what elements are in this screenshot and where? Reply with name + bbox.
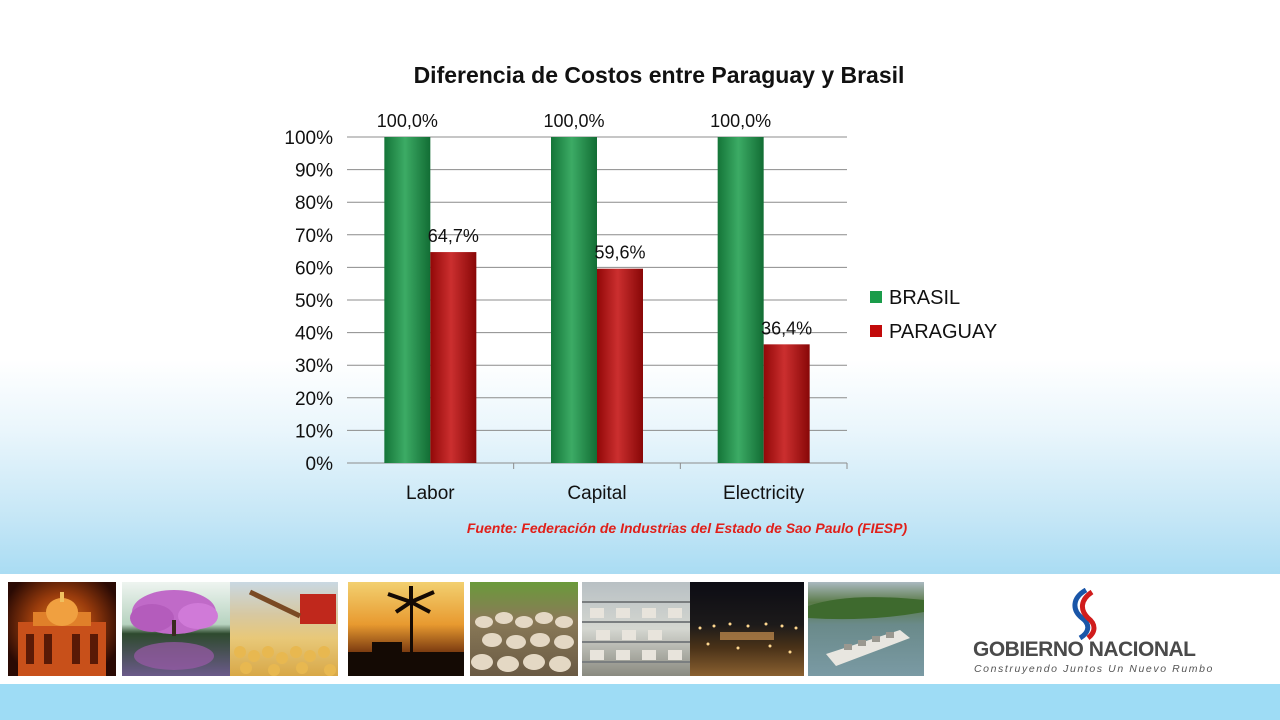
bar-paraguay: [597, 268, 643, 463]
y-tick-label: 80%: [295, 193, 333, 214]
data-label: 100,0%: [543, 111, 604, 131]
photo-river-barge: [808, 582, 924, 676]
logo-tagline: Construyendo Juntos Un Nuevo Rumbo: [974, 663, 1215, 675]
y-tick-label: 20%: [295, 389, 333, 410]
legend-label-paraguay: PARAGUAY: [889, 321, 997, 343]
photo-factory-floor: [582, 582, 690, 676]
x-tick-label: Labor: [406, 483, 455, 504]
y-tick-label: 50%: [295, 291, 333, 312]
y-tick-label: 40%: [295, 324, 333, 345]
x-tick-label: Capital: [567, 483, 626, 504]
bar-paraguay: [430, 252, 477, 463]
x-tick-label: Electricity: [723, 483, 805, 504]
y-tick-label: 100%: [284, 128, 333, 149]
photo-palm-sunset: [348, 582, 464, 676]
source-note: Fuente: Federación de Industrias del Est…: [467, 520, 908, 536]
bar-brasil: [717, 137, 764, 463]
flag-ribbon-icon: [1072, 588, 1097, 640]
bar-brasil: [551, 137, 597, 463]
legend-swatch-paraguay: [870, 325, 882, 337]
data-label: 36,4%: [761, 318, 812, 338]
gobierno-nacional-logo: GOBIERNO NACIONAL Construyendo Juntos Un…: [968, 588, 1218, 675]
photo-soybeans-harvest: [230, 582, 338, 676]
y-tick-label: 10%: [295, 421, 333, 442]
bar-paraguay: [763, 344, 810, 463]
bar-brasil: [384, 137, 431, 463]
legend-swatch-brasil: [870, 291, 882, 303]
y-tick-label: 90%: [295, 161, 333, 182]
photo-palace: [8, 582, 116, 676]
data-label: 59,6%: [594, 243, 645, 263]
photo-strip: GOBIERNO NACIONAL Construyendo Juntos Un…: [0, 574, 1280, 684]
photo-lapacho-tree: [122, 582, 230, 676]
data-label: 100,0%: [710, 111, 771, 131]
y-tick-label: 30%: [295, 356, 333, 377]
y-tick-label: 60%: [295, 258, 333, 279]
bottom-band: [0, 684, 1280, 720]
y-tick-label: 70%: [295, 226, 333, 247]
data-label: 64,7%: [428, 226, 479, 246]
photo-cattle-herd: [470, 582, 578, 676]
chart-title: Diferencia de Costos entre Paraguay y Br…: [414, 62, 905, 88]
y-tick-label: 0%: [306, 454, 334, 475]
bar-chart: Diferencia de Costos entre Paraguay y Br…: [284, 62, 997, 536]
legend-label-brasil: BRASIL: [889, 287, 960, 309]
data-label: 100,0%: [377, 111, 438, 131]
logo-wordmark: GOBIERNO NACIONAL: [973, 638, 1196, 661]
photo-port-night: [690, 582, 804, 676]
